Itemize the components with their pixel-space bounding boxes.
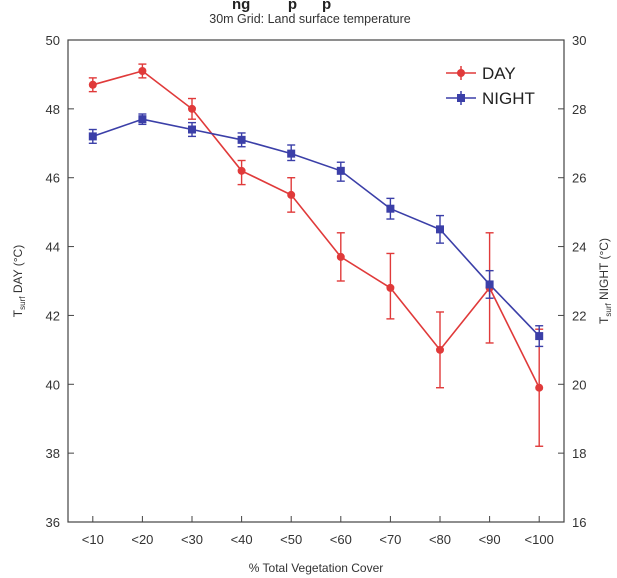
x-tick-label: <70: [379, 532, 401, 547]
data-point-night: [88, 132, 97, 141]
legend-night-label: NIGHT: [482, 89, 535, 108]
x-tick-label: <10: [82, 532, 104, 547]
left-axis-title-sub: surf: [18, 296, 27, 310]
data-point-night: [336, 166, 345, 175]
data-point-day: [436, 345, 444, 354]
chart-title: 30m Grid: Land surface temperature: [209, 12, 411, 26]
data-point-day: [535, 383, 544, 392]
left-tick-label: 48: [46, 102, 60, 117]
series-day: [88, 63, 544, 447]
legend: DAY NIGHT: [446, 64, 535, 108]
x-tick-label: <100: [525, 532, 554, 547]
right-tick-label: 22: [572, 308, 586, 323]
x-tick-label: <80: [429, 532, 451, 547]
left-axis-title: Tsurf DAY (°C): [11, 245, 27, 317]
data-point-day: [237, 166, 246, 175]
data-point-day: [88, 80, 97, 89]
right-tick-label: 30: [572, 33, 586, 48]
x-tick-label: <90: [479, 532, 501, 547]
series-layer: [88, 63, 544, 447]
right-tick-label: 16: [572, 515, 586, 530]
data-point-night: [237, 135, 246, 144]
legend-day-label: DAY: [482, 64, 516, 83]
right-tick-label: 18: [572, 446, 586, 461]
data-point-night: [287, 149, 296, 158]
left-axis-title-rest: DAY (°C): [11, 245, 25, 297]
left-tick-label: 44: [46, 240, 60, 255]
x-tick-label: <50: [280, 532, 302, 547]
right-axis-title-sub: surf: [604, 303, 613, 317]
right-tick-label: 24: [572, 240, 586, 255]
data-point-night: [188, 125, 196, 134]
x-axis: <10 <20 <30 <40 <50 <60 <70 <80 <90 <100: [82, 516, 554, 547]
data-point-night: [485, 280, 494, 289]
right-axis-title-main: T: [597, 316, 611, 324]
data-point-day: [138, 66, 147, 75]
legend-day-marker: [457, 69, 465, 77]
data-point-night: [535, 332, 544, 341]
data-point-day: [287, 190, 296, 199]
x-tick-label: <40: [231, 532, 253, 547]
series-night: [88, 113, 544, 348]
data-point-night: [138, 115, 147, 124]
left-tick-label: 46: [46, 171, 60, 186]
x-tick-label: <20: [131, 532, 153, 547]
data-point-day: [336, 252, 345, 261]
right-tick-label: 28: [572, 102, 586, 117]
legend-night-marker: [457, 94, 465, 102]
series-line-day: [92, 70, 540, 389]
right-axis-title-rest: NIGHT (°C): [597, 238, 611, 303]
left-tick-label: 36: [46, 515, 60, 530]
series-line-night: [92, 118, 540, 337]
left-tick-label: 38: [46, 446, 60, 461]
right-axis-title: Tsurf NIGHT (°C): [597, 238, 613, 324]
left-tick-label: 42: [46, 308, 60, 323]
data-point-day: [188, 104, 196, 113]
x-tick-label: <30: [181, 532, 203, 547]
right-tick-label: 20: [572, 377, 586, 392]
data-point-day: [386, 283, 395, 292]
x-axis-title: % Total Vegetation Cover: [249, 561, 384, 575]
left-tick-label: 50: [46, 33, 60, 48]
right-axis: 16 18 20 22 24 26 28 30: [558, 33, 586, 530]
left-axis-title-main: T: [11, 309, 25, 317]
cut-header-text: ng p p: [232, 0, 331, 13]
x-tick-label: <60: [330, 532, 352, 547]
plot-frame: [67, 39, 565, 523]
data-point-night: [386, 204, 395, 213]
left-tick-label: 40: [46, 377, 60, 392]
data-point-night: [436, 225, 444, 234]
left-axis: 36 38 40 42 44 46 48 50: [46, 33, 74, 530]
right-tick-label: 26: [572, 171, 586, 186]
